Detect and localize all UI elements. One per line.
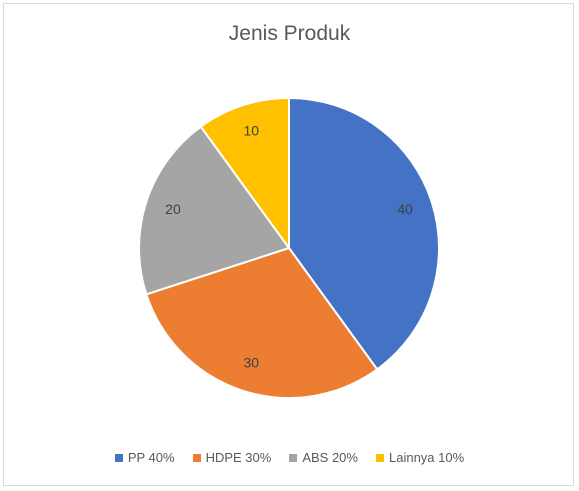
legend-item-hdpe: HDPE 30% bbox=[192, 450, 272, 465]
legend-item-abs: ABS 20% bbox=[289, 450, 358, 465]
legend-swatch-hdpe bbox=[192, 453, 201, 462]
pie-slice-abs bbox=[138, 125, 291, 296]
data-label-lainnya: 10 bbox=[244, 123, 260, 139]
legend-item-lainnya: Lainnya 10% bbox=[375, 450, 465, 465]
data-label-abs: 20 bbox=[165, 201, 181, 217]
legend: PP 40% HDPE 30% ABS 20% Lainnya 10% bbox=[0, 450, 579, 465]
legend-label-abs: ABS 20% bbox=[302, 450, 358, 465]
legend-label-pp: PP 40% bbox=[127, 450, 175, 465]
pie-slice-hdpe bbox=[145, 246, 379, 399]
legend-swatch-pp bbox=[114, 453, 123, 462]
data-label-pp: 40 bbox=[397, 201, 413, 217]
pie-slice-lainnya bbox=[199, 96, 290, 252]
legend-label-lainnya: Lainnya 10% bbox=[388, 450, 465, 465]
legend-item-pp: PP 40% bbox=[114, 450, 175, 465]
chart-title: Jenis Produk bbox=[228, 22, 351, 45]
legend-swatch-lainnya bbox=[375, 453, 384, 462]
legend-label-hdpe: HDPE 30% bbox=[205, 450, 272, 465]
data-label-hdpe: 30 bbox=[244, 355, 260, 371]
legend-swatch-abs bbox=[289, 453, 298, 462]
pie-slice-pp bbox=[288, 96, 440, 371]
